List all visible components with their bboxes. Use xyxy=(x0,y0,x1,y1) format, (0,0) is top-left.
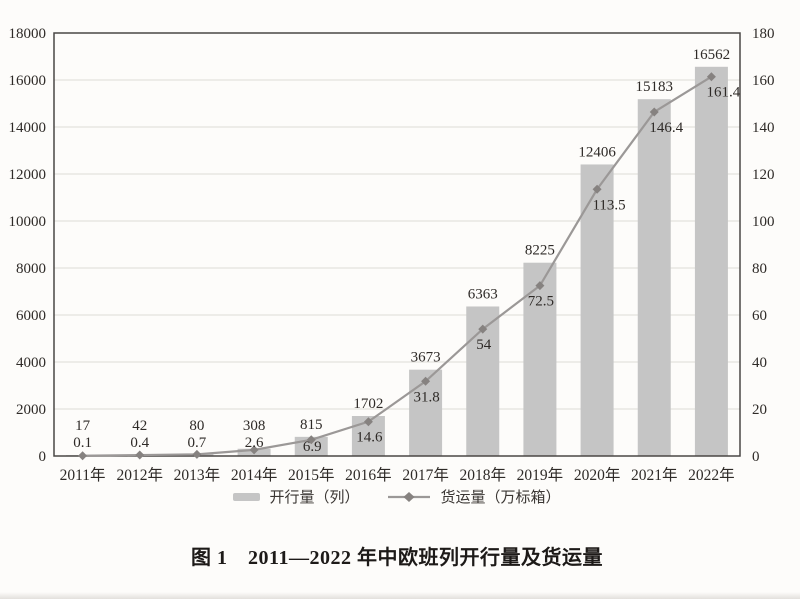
y2-axis-tick-label: 40 xyxy=(752,355,767,371)
y2-axis-tick-label: 60 xyxy=(752,308,767,324)
y2-axis-tick-label: 160 xyxy=(752,73,775,89)
bar xyxy=(694,66,728,456)
line-marker xyxy=(592,184,602,194)
bar-value-label: 308 xyxy=(243,418,266,434)
legend-bar-swatch-icon xyxy=(233,492,261,501)
line-value-label: 72.5 xyxy=(528,294,554,310)
legend-label-bars: 开行量（列） xyxy=(269,490,360,506)
page-edge-shadow xyxy=(0,592,800,599)
line-marker xyxy=(363,417,373,427)
legend-item-line: 货运量（万标箱） xyxy=(386,486,561,507)
y-axis-tick-label: 8000 xyxy=(16,261,46,277)
x-axis-tick-label: 2021年 xyxy=(631,466,678,484)
line-marker xyxy=(192,449,202,459)
x-axis-tick-label: 2020年 xyxy=(574,466,621,484)
chart-legend: 开行量（列） 货运量（万标箱） xyxy=(0,486,794,507)
y-axis-tick-label: 4000 xyxy=(16,355,46,371)
line-marker xyxy=(421,376,431,386)
y2-axis-tick-label: 20 xyxy=(752,402,767,418)
bar-value-label: 1702 xyxy=(353,396,383,412)
line-value-label: 14.6 xyxy=(356,430,383,446)
line-value-label: 6.9 xyxy=(303,439,322,455)
y2-axis-tick-label: 0 xyxy=(752,449,760,465)
line-marker xyxy=(649,107,659,117)
bar-value-label: 12406 xyxy=(578,144,616,160)
x-axis-tick-label: 2014年 xyxy=(231,466,278,484)
y-axis-tick-label: 14000 xyxy=(9,120,47,136)
plot-border xyxy=(53,32,741,457)
line-value-label: 31.8 xyxy=(413,389,439,405)
y-axis-tick-label: 0 xyxy=(39,449,47,465)
line-value-label: 0.7 xyxy=(188,435,207,451)
bar-value-label: 8225 xyxy=(525,243,555,259)
line-marker xyxy=(249,445,259,455)
bar xyxy=(523,262,557,456)
y-axis-tick-label: 2000 xyxy=(16,402,46,418)
y2-axis-tick-label: 120 xyxy=(752,167,775,183)
legend-item-bars: 开行量（列） xyxy=(233,486,360,507)
line-value-label: 113.5 xyxy=(592,197,625,213)
x-axis-tick-label: 2022年 xyxy=(688,466,735,484)
chart-canvas: 170.1420.4800.73082.68156.9170214.636733… xyxy=(9,26,775,484)
line-marker xyxy=(706,72,716,82)
line-value-label: 54 xyxy=(476,337,492,353)
line-value-label: 2.6 xyxy=(245,435,264,451)
bar-value-label: 15183 xyxy=(636,79,674,95)
line-marker xyxy=(306,435,316,445)
bar-value-label: 6363 xyxy=(468,286,498,302)
bar xyxy=(637,99,671,457)
y-axis-tick-label: 18000 xyxy=(9,26,47,42)
line-series xyxy=(82,75,712,457)
x-axis-tick-label: 2017年 xyxy=(402,466,449,484)
y2-axis-tick-label: 80 xyxy=(752,261,767,277)
bar-value-label: 3673 xyxy=(411,350,441,366)
line-marker xyxy=(135,450,145,460)
x-axis-tick-label: 2013年 xyxy=(174,466,221,484)
bar-value-label: 815 xyxy=(300,417,323,433)
y-axis-tick-label: 16000 xyxy=(9,73,47,89)
line-marker xyxy=(78,451,88,461)
bar xyxy=(580,164,614,457)
y-axis-tick-label: 6000 xyxy=(16,308,46,324)
y-axis-tick-label: 12000 xyxy=(9,167,47,183)
bar-value-label: 17 xyxy=(75,418,91,434)
y2-axis-tick-label: 100 xyxy=(752,214,775,230)
x-axis-tick-label: 2011年 xyxy=(60,466,106,484)
line-marker xyxy=(535,281,545,291)
line-marker xyxy=(478,324,488,334)
legend-line-swatch-icon xyxy=(387,491,430,502)
y2-axis-tick-label: 180 xyxy=(752,26,775,42)
x-axis-tick-label: 2018年 xyxy=(459,466,506,484)
bar-value-label: 80 xyxy=(189,418,204,434)
x-axis-tick-label: 2019年 xyxy=(517,466,564,484)
x-axis-tick-label: 2012年 xyxy=(116,466,163,484)
bar-value-label: 16562 xyxy=(693,47,731,63)
figure-caption: 图 1 2011—2022 年中欧班列开行量及货运量 xyxy=(191,547,603,569)
y-axis-tick-label: 10000 xyxy=(9,214,47,230)
line-value-label: 0.4 xyxy=(130,435,149,451)
bar-value-label: 42 xyxy=(132,418,147,434)
line-value-label: 146.4 xyxy=(649,120,683,136)
line-value-label: 0.1 xyxy=(73,435,92,451)
y2-axis-tick-label: 140 xyxy=(752,120,775,136)
x-axis-tick-label: 2016年 xyxy=(345,466,392,484)
legend-label-line: 货运量（万标箱） xyxy=(440,490,561,506)
x-axis-tick-label: 2015年 xyxy=(288,466,335,484)
line-value-label: 161.4 xyxy=(707,85,741,101)
